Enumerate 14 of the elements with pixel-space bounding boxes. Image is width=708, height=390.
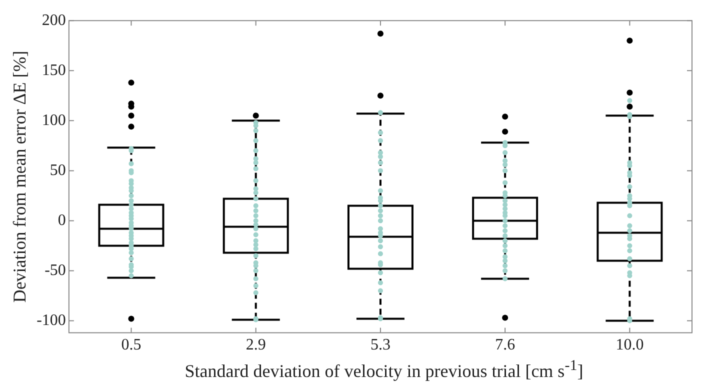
x-tick-label: 0.5 — [121, 336, 142, 354]
x-tick-label: 5.3 — [370, 336, 390, 354]
x-axis-title: Standard deviation of velocity in previous trial [cm s$^{-1}$] — [184, 358, 584, 382]
y-tick-label: -100 — [36, 312, 66, 329]
y-tick-label: 100 — [42, 112, 66, 129]
y-axis-title: Deviation from mean error ΔE [%] — [10, 50, 30, 303]
y-tick-label: 0 — [58, 212, 66, 229]
y-tick-label: 50 — [50, 162, 66, 179]
y-tick-label: 200 — [42, 12, 66, 29]
x-tick-label: 2.9 — [246, 336, 266, 354]
y-tick-label: -50 — [44, 262, 66, 279]
x-tick-label: 7.6 — [495, 336, 516, 354]
x-tick-label: 10.0 — [616, 336, 644, 354]
y-tick-label: 150 — [42, 62, 66, 79]
